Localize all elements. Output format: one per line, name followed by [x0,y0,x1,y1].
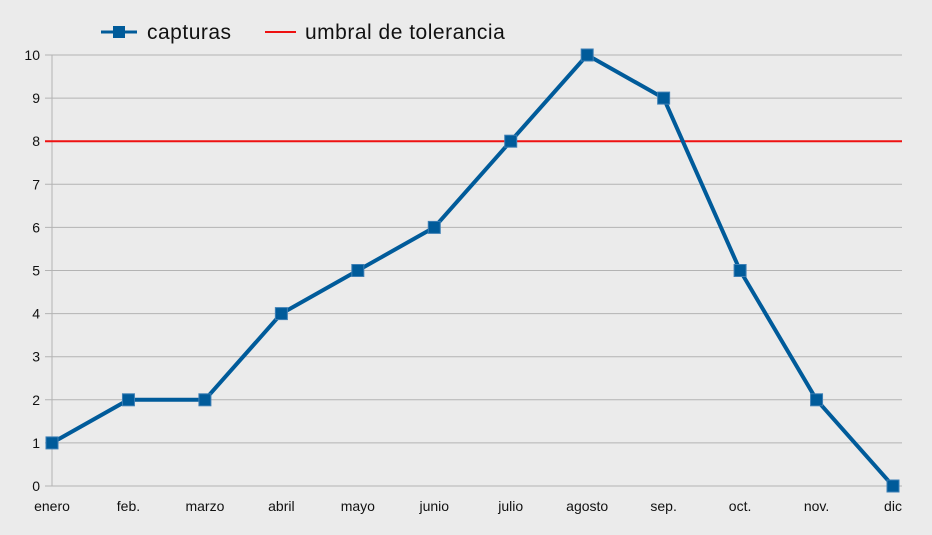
data-point-marker [274,307,288,321]
data-point-marker [45,436,59,450]
x-tick-label: dic [884,498,902,514]
y-axis-ticks: 0 1 2 3 4 5 6 7 8 9 10 [24,47,40,494]
series-line [51,53,895,488]
data-point-marker [121,393,135,407]
y-tick-label: 8 [32,133,40,149]
data-point-marker [351,264,365,277]
legend-capturas-label: capturas [147,21,232,44]
x-tick-label: nov. [804,498,829,514]
data-point-marker [580,48,594,62]
y-tick-label: 3 [32,349,40,365]
legend-threshold-label: umbral de tolerancia [305,21,505,44]
x-axis-ticks: enero feb. marzo abril mayo junio julio agosto s… [34,498,902,514]
x-tick-label: mayo [341,498,375,514]
y-tick-label: 9 [32,90,40,106]
legend: capturas umbral de tolerancia [101,21,505,44]
x-tick-label: abril [268,498,294,514]
x-tick-label: oct. [729,498,752,514]
data-point-marker [810,393,824,407]
y-tick-label: 4 [32,306,40,322]
y-tick-label: 5 [32,263,40,279]
legend-capturas-marker [113,26,125,38]
data-point-marker [657,91,671,105]
x-tick-label: enero [34,498,70,514]
data-point-marker [504,134,518,148]
y-tick-label: 2 [32,392,40,408]
x-tick-label: marzo [185,498,224,514]
x-tick-label: feb. [117,498,140,514]
x-tick-label: junio [418,498,449,514]
y-tick-label: 10 [24,47,40,63]
data-point-marker [427,220,441,234]
y-tick-label: 0 [32,478,40,494]
y-tick-label: 7 [32,176,40,192]
y-tick-label: 1 [32,435,40,451]
y-tick-label: 6 [32,219,40,235]
x-tick-label: julio [497,498,523,514]
x-tick-label: agosto [566,498,608,514]
gridlines [45,54,902,487]
x-tick-label: sep. [650,498,676,514]
data-point-marker [733,264,747,277]
data-point-marker [886,479,900,493]
series-capturas [45,48,900,493]
data-point-marker [198,393,212,407]
